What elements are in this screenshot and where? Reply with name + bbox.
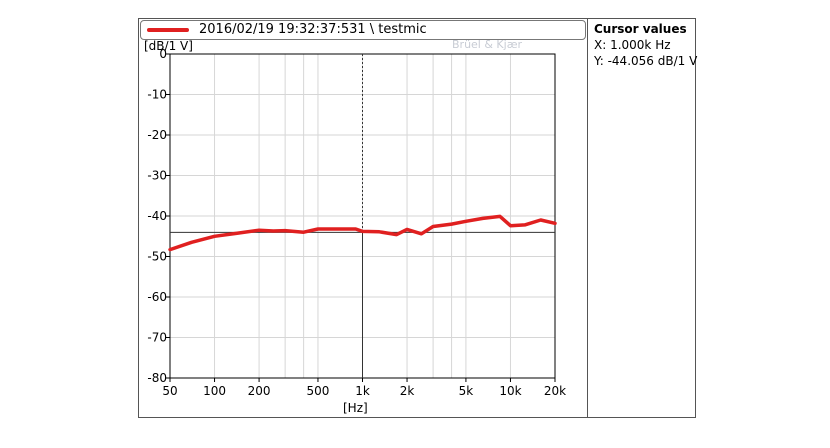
y-axis-label: [dB/1 V] — [144, 39, 193, 53]
brand-watermark: Brüel & Kjær — [452, 38, 523, 51]
y-tick-label: -50 — [147, 250, 167, 264]
cursor-x-value: X: 1.000k Hz — [594, 38, 671, 52]
chart-frame — [138, 18, 696, 418]
x-tick-label: 50 — [162, 384, 177, 398]
y-tick-label: -30 — [147, 169, 167, 183]
y-tick-label: -20 — [147, 128, 167, 142]
x-tick-label: 500 — [307, 384, 330, 398]
legend-label: 2016/02/19 19:32:37:531 \ testmic — [199, 22, 427, 37]
y-tick-label: -80 — [147, 371, 167, 385]
x-tick-label: 10k — [499, 384, 521, 398]
y-tick-label: -40 — [147, 209, 167, 223]
y-tick-label: -10 — [147, 88, 167, 102]
y-tick-label: -60 — [147, 290, 167, 304]
cursor-values-title: Cursor values — [594, 22, 687, 36]
x-tick-label: 20k — [544, 384, 566, 398]
legend-swatch — [147, 28, 189, 32]
x-tick-label: 5k — [459, 384, 474, 398]
x-tick-label: 1k — [355, 384, 370, 398]
x-axis-label: [Hz] — [343, 401, 368, 415]
series-line — [168, 214, 557, 252]
x-tick-label: 200 — [248, 384, 271, 398]
y-tick-label: -70 — [147, 331, 167, 345]
x-tick-label: 2k — [400, 384, 415, 398]
y-tick-label: 0 — [159, 47, 167, 61]
x-tick-label: 100 — [203, 384, 226, 398]
cursor-y-value: Y: -44.056 dB/1 V — [594, 54, 698, 68]
legend[interactable]: 2016/02/19 19:32:37:531 \ testmic — [140, 20, 586, 40]
panel-divider — [587, 18, 588, 418]
